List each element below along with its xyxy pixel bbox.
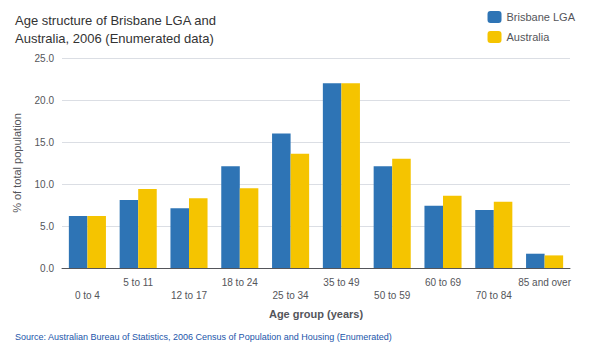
svg-text:Source: Australian Bureau of S: Source: Australian Bureau of Statistics,… (15, 332, 392, 342)
svg-text:Age group (years): Age group (years) (269, 308, 363, 320)
svg-text:20.0: 20.0 (35, 95, 55, 106)
svg-text:25 to 34: 25 to 34 (273, 290, 310, 301)
svg-text:Australia, 2006 (Enumerated da: Australia, 2006 (Enumerated data) (15, 31, 214, 46)
svg-text:5 to 11: 5 to 11 (123, 277, 153, 288)
svg-text:35 to 49: 35 to 49 (323, 277, 360, 288)
svg-text:12 to 17: 12 to 17 (171, 290, 208, 301)
svg-text:25.0: 25.0 (35, 53, 55, 64)
svg-text:10.0: 10.0 (35, 179, 55, 190)
svg-text:15.0: 15.0 (35, 137, 55, 148)
svg-text:Age structure of Brisbane LGA: Age structure of Brisbane LGA and (15, 13, 216, 28)
svg-text:70 to 84: 70 to 84 (476, 290, 513, 301)
svg-text:85 and over: 85 and over (518, 277, 571, 288)
svg-text:% of total population: % of total population (11, 113, 23, 213)
svg-text:5.0: 5.0 (40, 221, 54, 232)
svg-text:Brisbane LGA: Brisbane LGA (507, 11, 576, 23)
svg-text:50 to 59: 50 to 59 (374, 290, 411, 301)
svg-text:0 to 4: 0 to 4 (75, 290, 100, 301)
svg-text:60 to 69: 60 to 69 (425, 277, 462, 288)
svg-text:Australia: Australia (507, 31, 551, 43)
svg-text:18 to 24: 18 to 24 (222, 277, 259, 288)
svg-text:0.0: 0.0 (40, 263, 54, 274)
